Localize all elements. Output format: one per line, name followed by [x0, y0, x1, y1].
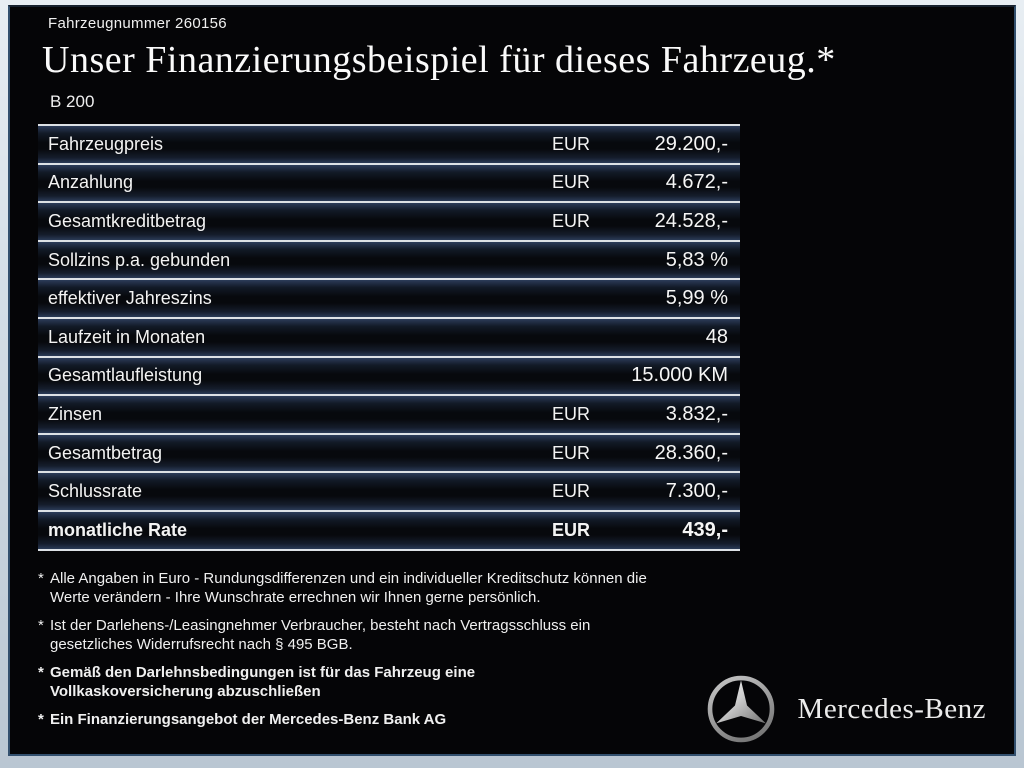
footnote-marker: * — [38, 616, 44, 634]
footnote-text: Ist der Darlehens-/Leasingnehmer Verbrau… — [50, 616, 590, 654]
vehicle-number: Fahrzeugnummer 260156 — [48, 15, 227, 32]
row-currency: EUR — [552, 481, 591, 502]
row-currency: EUR — [552, 210, 591, 231]
footnote: * Ein Finanzierungsangebot der Mercedes-… — [38, 710, 758, 729]
row-value: 48 — [705, 325, 728, 348]
row-currency: EUR — [552, 133, 591, 154]
footnote: * Alle Angaben in Euro - Rundungsdiffere… — [38, 569, 758, 607]
row-value: 3.832,- — [665, 402, 728, 425]
table-row: Schlussrate EUR 7.300,- — [38, 473, 740, 512]
finance-table: Fahrzeugpreis EUR 29.200,- Anzahlung EUR… — [38, 124, 740, 551]
page-title: Unser Finanzierungsbeispiel für dieses F… — [42, 39, 836, 81]
row-label: Gesamtbetrag — [48, 442, 163, 463]
footnote-text: Gemäß den Darlehnsbedingungen ist für da… — [50, 663, 475, 701]
footnote-line: Werte verändern - Ihre Wunschrate errech… — [50, 588, 541, 606]
row-label: Schlussrate — [48, 481, 143, 502]
footnote-line: Ein Finanzierungsangebot der Mercedes-Be… — [50, 710, 447, 728]
row-value: 29.200,- — [654, 132, 728, 155]
row-label: monatliche Rate — [48, 519, 188, 540]
footnote-line: Alle Angaben in Euro - Rundungsdifferenz… — [50, 569, 647, 587]
table-row: Gesamtbetrag EUR 28.360,- — [38, 434, 740, 474]
row-value: 28.360,- — [654, 441, 728, 464]
row-label: Fahrzeugpreis — [48, 133, 164, 154]
row-value: 4.672,- — [665, 171, 728, 194]
table-row: Zinsen EUR 3.832,- — [38, 396, 740, 435]
footnote-marker: * — [38, 710, 44, 728]
brand-logo: Mercedes-Benz — [704, 672, 986, 746]
footnote: * Gemäß den Darlehnsbedingungen ist für … — [38, 663, 758, 701]
footnote-marker: * — [38, 569, 44, 587]
footnote-text: Alle Angaben in Euro - Rundungsdifferenz… — [50, 569, 647, 607]
row-currency: EUR — [552, 442, 591, 463]
table-row: monatliche Rate EUR 439,- — [38, 511, 740, 551]
model-name: B 200 — [50, 92, 95, 111]
table-row: Laufzeit in Monaten 48 — [38, 318, 740, 358]
row-label: Gesamtlaufleistung — [48, 365, 203, 386]
table-row: Anzahlung EUR 4.672,- — [38, 164, 740, 204]
footnote-line: Gemäß den Darlehnsbedingungen ist für da… — [50, 663, 476, 681]
footnote-text: Ein Finanzierungsangebot der Mercedes-Be… — [50, 710, 446, 729]
table-row: Fahrzeugpreis EUR 29.200,- — [38, 126, 740, 165]
row-label: Laufzeit in Monaten — [48, 326, 206, 347]
row-value: 5,83 % — [665, 248, 728, 271]
table-row: Sollzins p.a. gebunden 5,83 % — [38, 241, 740, 281]
mercedes-star-icon — [707, 675, 774, 743]
row-value: 15.000 KM — [631, 364, 728, 387]
brand-wordmark: Mercedes-Benz — [797, 692, 986, 725]
footnotes: * Alle Angaben in Euro - Rundungsdiffere… — [38, 569, 758, 729]
table-row: effektiver Jahreszins 5,99 % — [38, 280, 740, 319]
row-value: 24.528,- — [654, 209, 728, 232]
row-label: Sollzins p.a. gebunden — [48, 249, 231, 270]
table-row: Gesamtlaufleistung 15.000 KM — [38, 357, 740, 397]
footnote-marker: * — [38, 663, 44, 681]
table-row: Gesamtkreditbetrag EUR 24.528,- — [38, 203, 740, 242]
row-currency: EUR — [552, 519, 591, 540]
row-value: 5,99 % — [665, 287, 728, 310]
row-label: Gesamtkreditbetrag — [48, 210, 207, 231]
footnote-line: Ist der Darlehens-/Leasingnehmer Verbrau… — [50, 616, 591, 634]
row-label: Anzahlung — [48, 172, 134, 193]
row-value: 439,- — [682, 518, 728, 541]
row-value: 7.300,- — [665, 480, 728, 503]
footnote-line: Vollkaskoversicherung abzuschließen — [50, 682, 321, 700]
row-currency: EUR — [552, 403, 591, 424]
row-currency: EUR — [552, 172, 591, 193]
row-label: Zinsen — [48, 403, 103, 424]
row-label: effektiver Jahreszins — [48, 288, 212, 309]
footnote-line: gesetzliches Widerrufsrecht nach § 495 B… — [50, 635, 353, 653]
footnote: * Ist der Darlehens-/Leasingnehmer Verbr… — [38, 616, 758, 654]
finance-slide: Fahrzeugnummer 260156 Unser Finanzierung… — [8, 5, 1016, 756]
